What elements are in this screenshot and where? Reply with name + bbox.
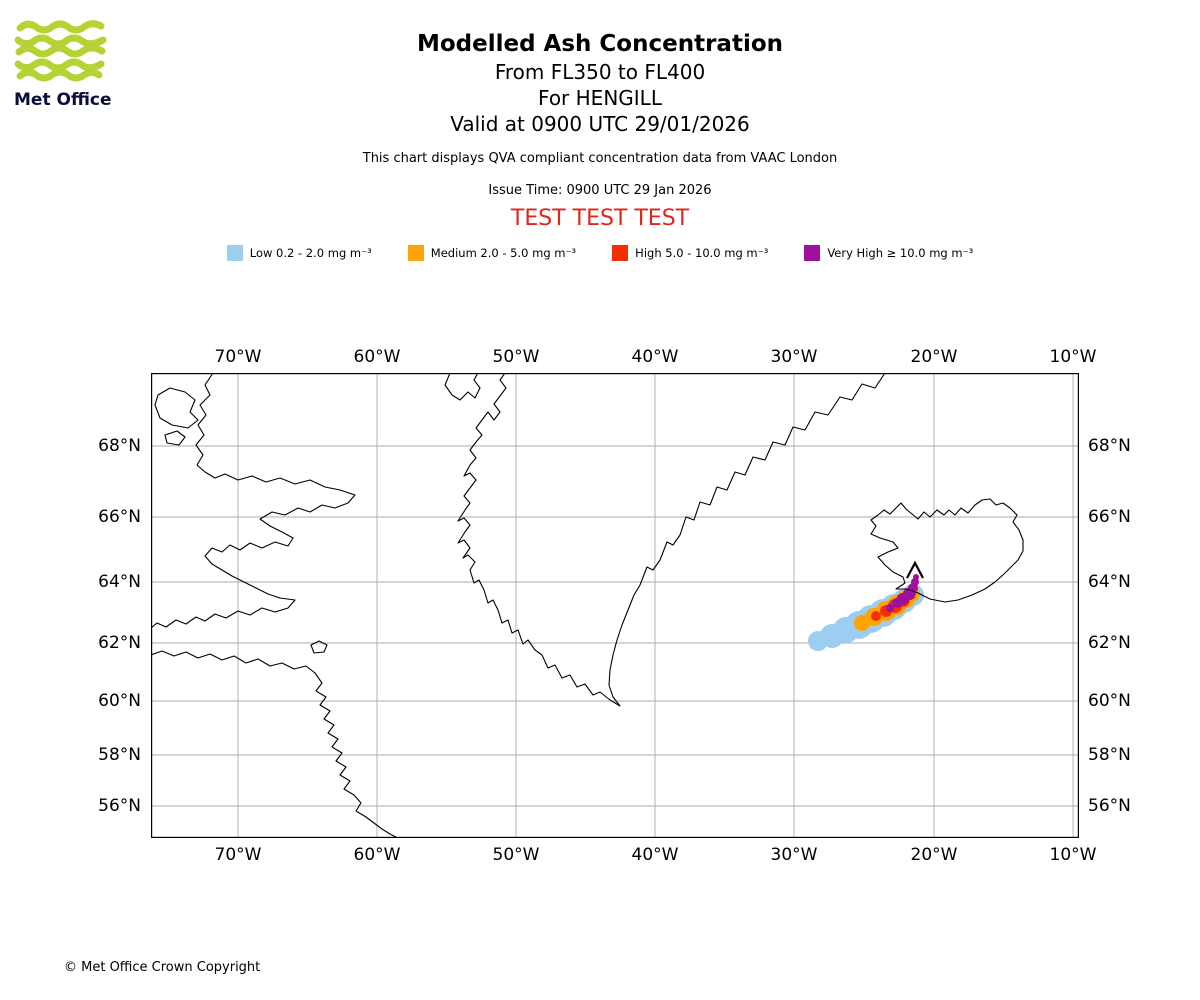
lon-label-top: 70°W [214, 347, 262, 367]
lon-label-top: 50°W [492, 347, 540, 367]
lat-label-left: 66°N [98, 507, 141, 527]
legend-item: Very High ≥ 10.0 mg m⁻³ [804, 245, 973, 261]
lat-label-right: 56°N [1088, 796, 1131, 816]
lon-label-top: 10°W [1049, 347, 1097, 367]
legend-swatch [612, 245, 629, 261]
legend-label: High 5.0 - 10.0 mg m⁻³ [635, 246, 769, 260]
subtitle-valid-time: Valid at 0900 UTC 29/01/2026 [450, 112, 750, 136]
lat-label-left: 56°N [98, 796, 141, 816]
legend-swatch [407, 245, 424, 261]
lon-label-bottom: 70°W [214, 845, 262, 865]
lat-label-left: 58°N [98, 745, 141, 765]
lat-label-left: 64°N [98, 572, 141, 592]
legend-item: Low 0.2 - 2.0 mg m⁻³ [226, 245, 372, 261]
volcano-marker [906, 560, 924, 579]
map-canvas [151, 373, 1079, 838]
lon-label-top: 40°W [631, 347, 679, 367]
test-banner: TEST TEST TEST [510, 206, 690, 231]
lat-label-right: 64°N [1088, 572, 1131, 592]
lat-label-left: 60°N [98, 691, 141, 711]
page-title: Modelled Ash Concentration [416, 31, 784, 57]
legend-swatch [804, 245, 821, 261]
met-office-logo: Met Office [14, 20, 114, 110]
lat-label-right: 60°N [1088, 691, 1131, 711]
copyright: © Met Office Crown Copyright [64, 960, 261, 975]
legend: Low 0.2 - 2.0 mg m⁻³ Medium 2.0 - 5.0 mg … [0, 245, 1200, 261]
met-office-logo-text: Met Office [14, 90, 112, 110]
lat-label-left: 68°N [98, 436, 141, 456]
map-border [151, 373, 1079, 838]
lon-label-bottom: 20°W [910, 845, 958, 865]
qva-note: This chart displays QVA compliant concen… [362, 151, 838, 166]
coastlines [151, 373, 1024, 838]
legend-label: Very High ≥ 10.0 mg m⁻³ [827, 246, 974, 260]
lat-label-left: 62°N [98, 633, 141, 653]
issue-time: Issue Time: 0900 UTC 29 Jan 2026 [488, 183, 712, 198]
lat-label-right: 58°N [1088, 745, 1131, 765]
lon-label-bottom: 50°W [492, 845, 540, 865]
lon-label-bottom: 60°W [353, 845, 401, 865]
lon-label-top: 30°W [770, 347, 818, 367]
map-frame: 70°W 70°W 60°W 60°W 50°W 50°W 40°W 40°W 30°W 30°W… [98, 347, 1131, 865]
title-block: Modelled Ash Concentration From FL350 to… [0, 30, 1200, 231]
legend-label: Medium 2.0 - 5.0 mg m⁻³ [430, 246, 577, 260]
lon-label-bottom: 30°W [770, 845, 818, 865]
subtitle-volcano: For HENGILL [538, 86, 662, 110]
legend-item: Medium 2.0 - 5.0 mg m⁻³ [407, 245, 577, 261]
subtitle-flight-levels: From FL350 to FL400 [494, 60, 706, 84]
lat-label-right: 68°N [1088, 436, 1131, 456]
legend-label: Low 0.2 - 2.0 mg m⁻³ [249, 246, 372, 260]
grid-lines [151, 373, 1079, 838]
lon-label-top: 20°W [910, 347, 958, 367]
lat-label-right: 62°N [1088, 633, 1131, 653]
met-office-logo-icon [14, 20, 107, 82]
legend-item: High 5.0 - 10.0 mg m⁻³ [612, 245, 768, 261]
lon-label-top: 60°W [353, 347, 401, 367]
legend-swatch [226, 245, 243, 261]
lon-label-bottom: 10°W [1049, 845, 1097, 865]
lat-label-right: 66°N [1088, 507, 1131, 527]
ash-plume [808, 574, 924, 651]
lon-label-bottom: 40°W [631, 845, 679, 865]
